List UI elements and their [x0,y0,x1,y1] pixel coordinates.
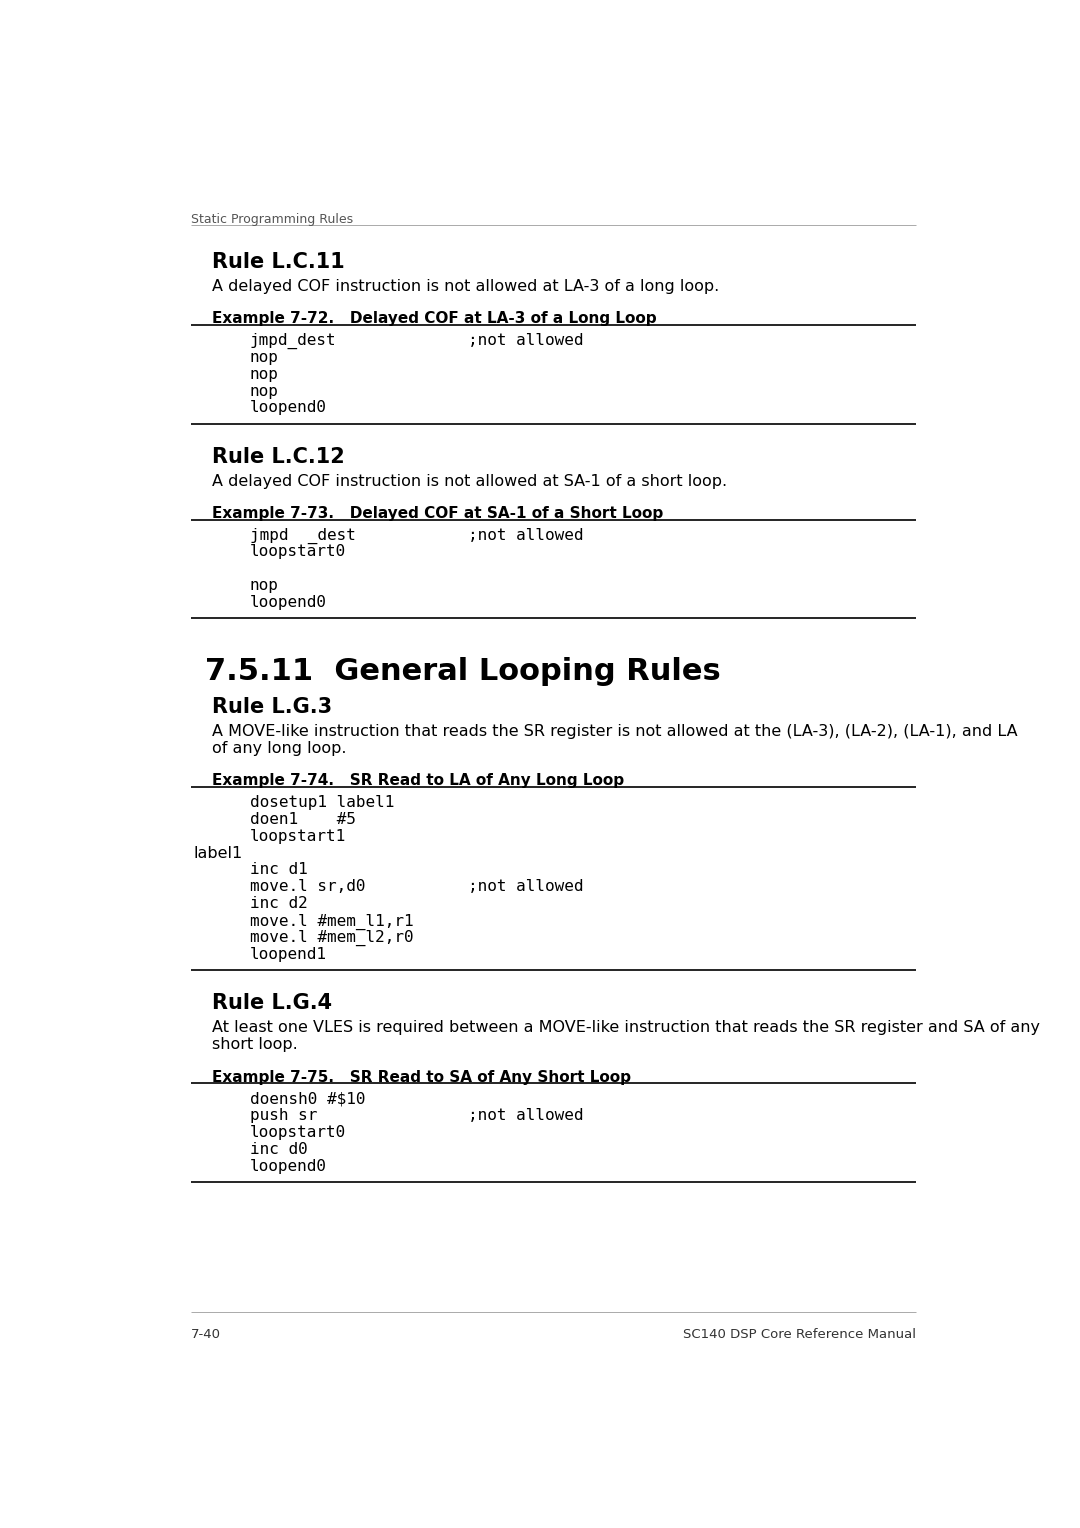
Text: doensh0 #$10: doensh0 #$10 [249,1091,365,1106]
Text: Example 7-74.   SR Read to LA of Any Long Loop: Example 7-74. SR Read to LA of Any Long … [213,773,624,788]
Text: inc d2: inc d2 [249,897,308,911]
Text: 7.5.11  General Looping Rules: 7.5.11 General Looping Rules [205,657,720,686]
Text: move.l #mem_l1,r1: move.l #mem_l1,r1 [249,914,414,929]
Text: nop: nop [249,579,279,593]
Text: Rule L.G.4: Rule L.G.4 [213,993,333,1013]
Text: A delayed COF instruction is not allowed at LA-3 of a long loop.: A delayed COF instruction is not allowed… [213,278,719,293]
Text: nop: nop [249,367,279,382]
Text: push sr: push sr [249,1108,318,1123]
Text: short loop.: short loop. [213,1038,298,1053]
Text: ;not allowed: ;not allowed [469,333,584,348]
Text: dosetup1 label1: dosetup1 label1 [249,795,394,810]
Text: ;not allowed: ;not allowed [469,1108,584,1123]
Text: loopstart1: loopstart1 [249,828,346,843]
Text: nop: nop [249,384,279,399]
Text: Rule L.G.3: Rule L.G.3 [213,697,333,717]
Text: Static Programming Rules: Static Programming Rules [191,212,353,226]
Text: inc d1: inc d1 [249,862,308,877]
Text: loopstart0: loopstart0 [249,1125,346,1140]
Text: move.l #mem_l2,r0: move.l #mem_l2,r0 [249,931,414,946]
Text: doen1    #5: doen1 #5 [249,811,355,827]
Text: Rule L.C.11: Rule L.C.11 [213,252,346,272]
Text: At least one VLES is required between a MOVE-like instruction that reads the SR : At least one VLES is required between a … [213,1021,1040,1036]
Text: loopend0: loopend0 [249,596,326,610]
Text: Rule L.C.12: Rule L.C.12 [213,446,346,466]
Text: label1: label1 [193,845,242,860]
Text: ;not allowed: ;not allowed [469,527,584,542]
Text: nop: nop [249,350,279,365]
Text: loopend0: loopend0 [249,400,326,416]
Text: A delayed COF instruction is not allowed at SA-1 of a short loop.: A delayed COF instruction is not allowed… [213,474,728,489]
Text: loopend0: loopend0 [249,1158,326,1174]
Text: inc d0: inc d0 [249,1141,308,1157]
Text: ;not allowed: ;not allowed [469,880,584,894]
Text: jmpd_dest: jmpd_dest [249,333,336,348]
Text: 7-40: 7-40 [191,1328,220,1340]
Text: move.l sr,d0: move.l sr,d0 [249,880,365,894]
Text: loopstart0: loopstart0 [249,544,346,559]
Text: jmpd  _dest: jmpd _dest [249,527,355,544]
Text: Example 7-72.   Delayed COF at LA-3 of a Long Loop: Example 7-72. Delayed COF at LA-3 of a L… [213,312,657,325]
Text: Example 7-75.   SR Read to SA of Any Short Loop: Example 7-75. SR Read to SA of Any Short… [213,1070,632,1085]
Text: A MOVE-like instruction that reads the SR register is not allowed at the (LA-3),: A MOVE-like instruction that reads the S… [213,724,1018,740]
Text: of any long loop.: of any long loop. [213,741,347,756]
Text: Example 7-73.   Delayed COF at SA-1 of a Short Loop: Example 7-73. Delayed COF at SA-1 of a S… [213,506,664,521]
Text: loopend1: loopend1 [249,947,326,963]
Text: SC140 DSP Core Reference Manual: SC140 DSP Core Reference Manual [684,1328,916,1340]
